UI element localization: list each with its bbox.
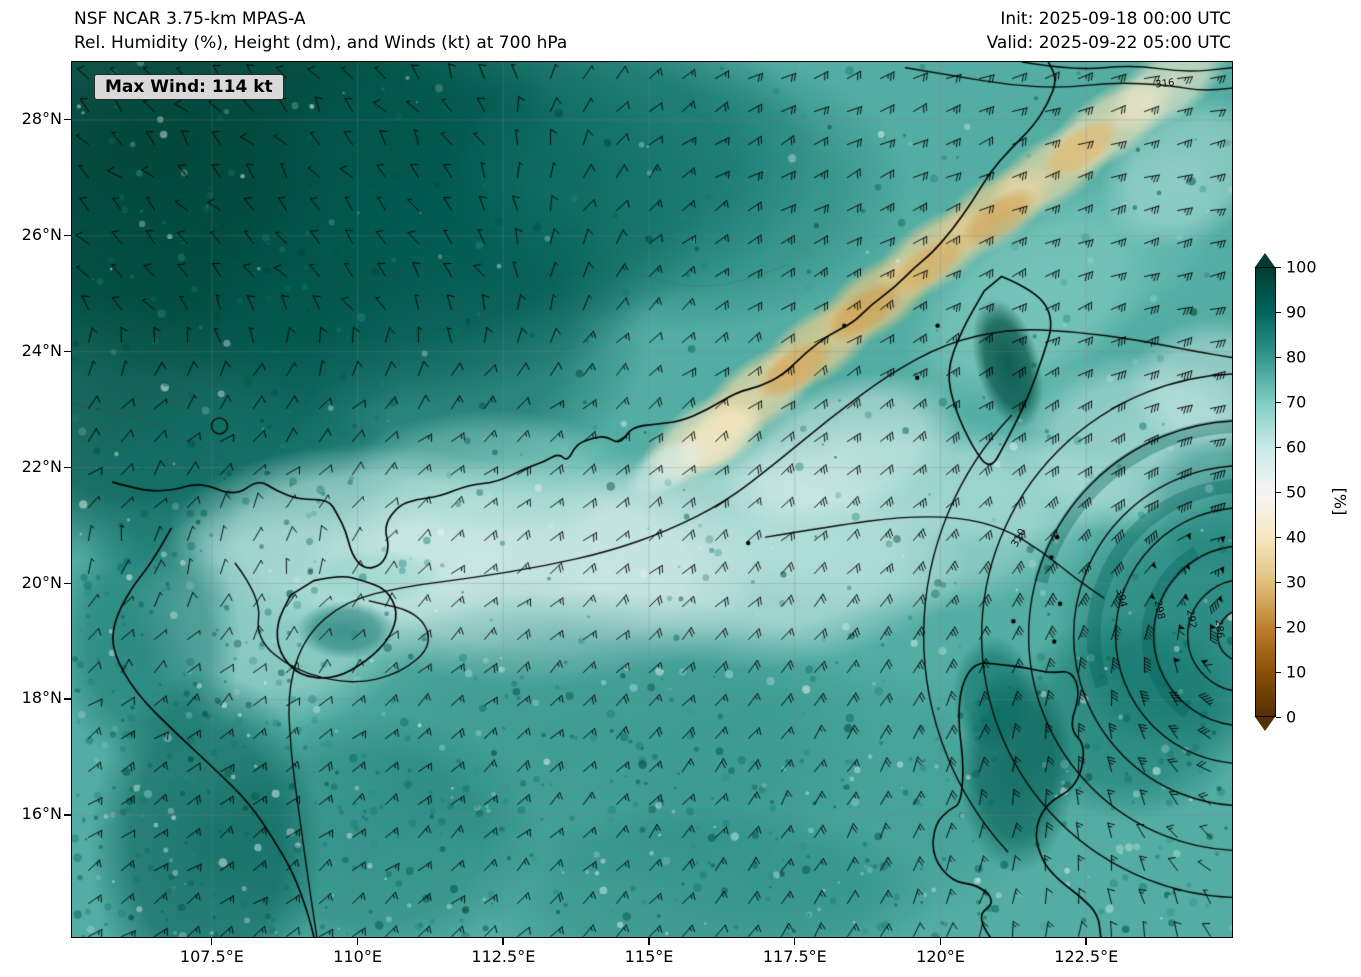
colorbar-tick-label: 20 bbox=[1286, 617, 1307, 637]
colorbar-extend-min-arrow bbox=[1255, 717, 1275, 731]
y-axis-tickmark bbox=[64, 118, 71, 121]
colorbar-tickmark bbox=[1276, 582, 1281, 584]
x-axis-tickmark bbox=[502, 938, 504, 945]
x-axis-tick-label: 122.5°E bbox=[1054, 947, 1119, 966]
colorbar-tickmark bbox=[1276, 447, 1281, 449]
x-axis-tickmark bbox=[939, 938, 942, 945]
y-axis-tick-label: 28°N bbox=[21, 108, 62, 128]
x-axis-tick-label: 107.5°E bbox=[179, 947, 244, 966]
y-axis-tickmark bbox=[64, 234, 71, 237]
colorbar-tickmark bbox=[1276, 717, 1281, 719]
y-axis-tick-label: 24°N bbox=[21, 340, 62, 360]
colorbar-tick-label: 10 bbox=[1286, 662, 1307, 682]
x-axis-tick-label: 120°E bbox=[916, 947, 965, 966]
colorbar-extend-max-arrow bbox=[1255, 253, 1275, 267]
colorbar-tickmark bbox=[1276, 312, 1281, 314]
colorbar-tickmark bbox=[1276, 267, 1281, 269]
valid-time: Valid: 2025-09-22 05:00 UTC bbox=[986, 33, 1231, 53]
colorbar-tickmark bbox=[1276, 537, 1281, 539]
x-axis-tickmark bbox=[1085, 938, 1087, 945]
colorbar-tick-label: 60 bbox=[1286, 437, 1307, 457]
x-axis-tickmark bbox=[210, 938, 213, 945]
plot-subtitle: Rel. Humidity (%), Height (dm), and Wind… bbox=[74, 33, 568, 53]
colorbar-tickmark bbox=[1276, 357, 1281, 359]
colorbar-tick-label: 80 bbox=[1286, 347, 1307, 367]
x-axis-tickmark bbox=[793, 938, 796, 945]
map-panel: Max Wind: 114 kt 316 310 304 298 292 286 bbox=[71, 61, 1233, 938]
colorbar-tickmark bbox=[1276, 492, 1281, 494]
colorbar-tickmark bbox=[1276, 672, 1281, 674]
colorbar-tick-label: 0 bbox=[1286, 707, 1297, 727]
init-time: Init: 2025-09-18 00:00 UTC bbox=[1000, 9, 1231, 29]
contour-label: 286 bbox=[1212, 618, 1226, 639]
x-axis-tickmark bbox=[648, 938, 650, 945]
x-axis-tickmark bbox=[356, 938, 359, 945]
colorbar-tick-label: 90 bbox=[1286, 302, 1307, 322]
y-axis-tick-label: 16°N bbox=[21, 804, 62, 824]
colorbar bbox=[1255, 253, 1361, 733]
colorbar-unit-label: [%] bbox=[1330, 487, 1350, 516]
model-title: NSF NCAR 3.75-km MPAS-A bbox=[74, 9, 306, 29]
colorbar-tick-label: 100 bbox=[1286, 257, 1317, 277]
y-axis-tick-label: 26°N bbox=[21, 224, 62, 244]
y-axis-tickmark bbox=[64, 350, 71, 353]
colorbar-tick-label: 70 bbox=[1286, 392, 1307, 412]
colorbar-tick-label: 40 bbox=[1286, 527, 1307, 547]
time-block: Init: 2025-09-18 00:00 UTC Valid: 2025-0… bbox=[987, 7, 1231, 55]
colorbar-tick-label: 50 bbox=[1286, 482, 1307, 502]
y-axis-tick-label: 18°N bbox=[21, 688, 62, 708]
max-wind-badge: Max Wind: 114 kt bbox=[94, 74, 284, 100]
map-canvas bbox=[72, 62, 1232, 937]
colorbar-gradient bbox=[1255, 267, 1276, 717]
colorbar-tickmark bbox=[1276, 627, 1281, 629]
x-axis-tick-label: 117.5°E bbox=[762, 947, 827, 966]
y-axis-tickmark bbox=[64, 814, 71, 816]
contour-label: 316 bbox=[1154, 77, 1176, 91]
y-axis-tick-label: 22°N bbox=[21, 456, 62, 476]
x-axis-tick-label: 112.5°E bbox=[471, 947, 536, 966]
x-axis-tick-label: 115°E bbox=[624, 947, 674, 966]
title-block: NSF NCAR 3.75-km MPAS-A Rel. Humidity (%… bbox=[74, 7, 567, 55]
colorbar-tickmark bbox=[1276, 402, 1281, 404]
y-axis-tick-label: 20°N bbox=[21, 572, 62, 592]
x-axis-tick-label: 110°E bbox=[333, 947, 382, 966]
y-axis-tickmark bbox=[64, 466, 71, 469]
y-axis-tickmark bbox=[64, 582, 71, 585]
y-axis-tickmark bbox=[64, 698, 71, 700]
colorbar-tick-label: 30 bbox=[1286, 572, 1307, 592]
